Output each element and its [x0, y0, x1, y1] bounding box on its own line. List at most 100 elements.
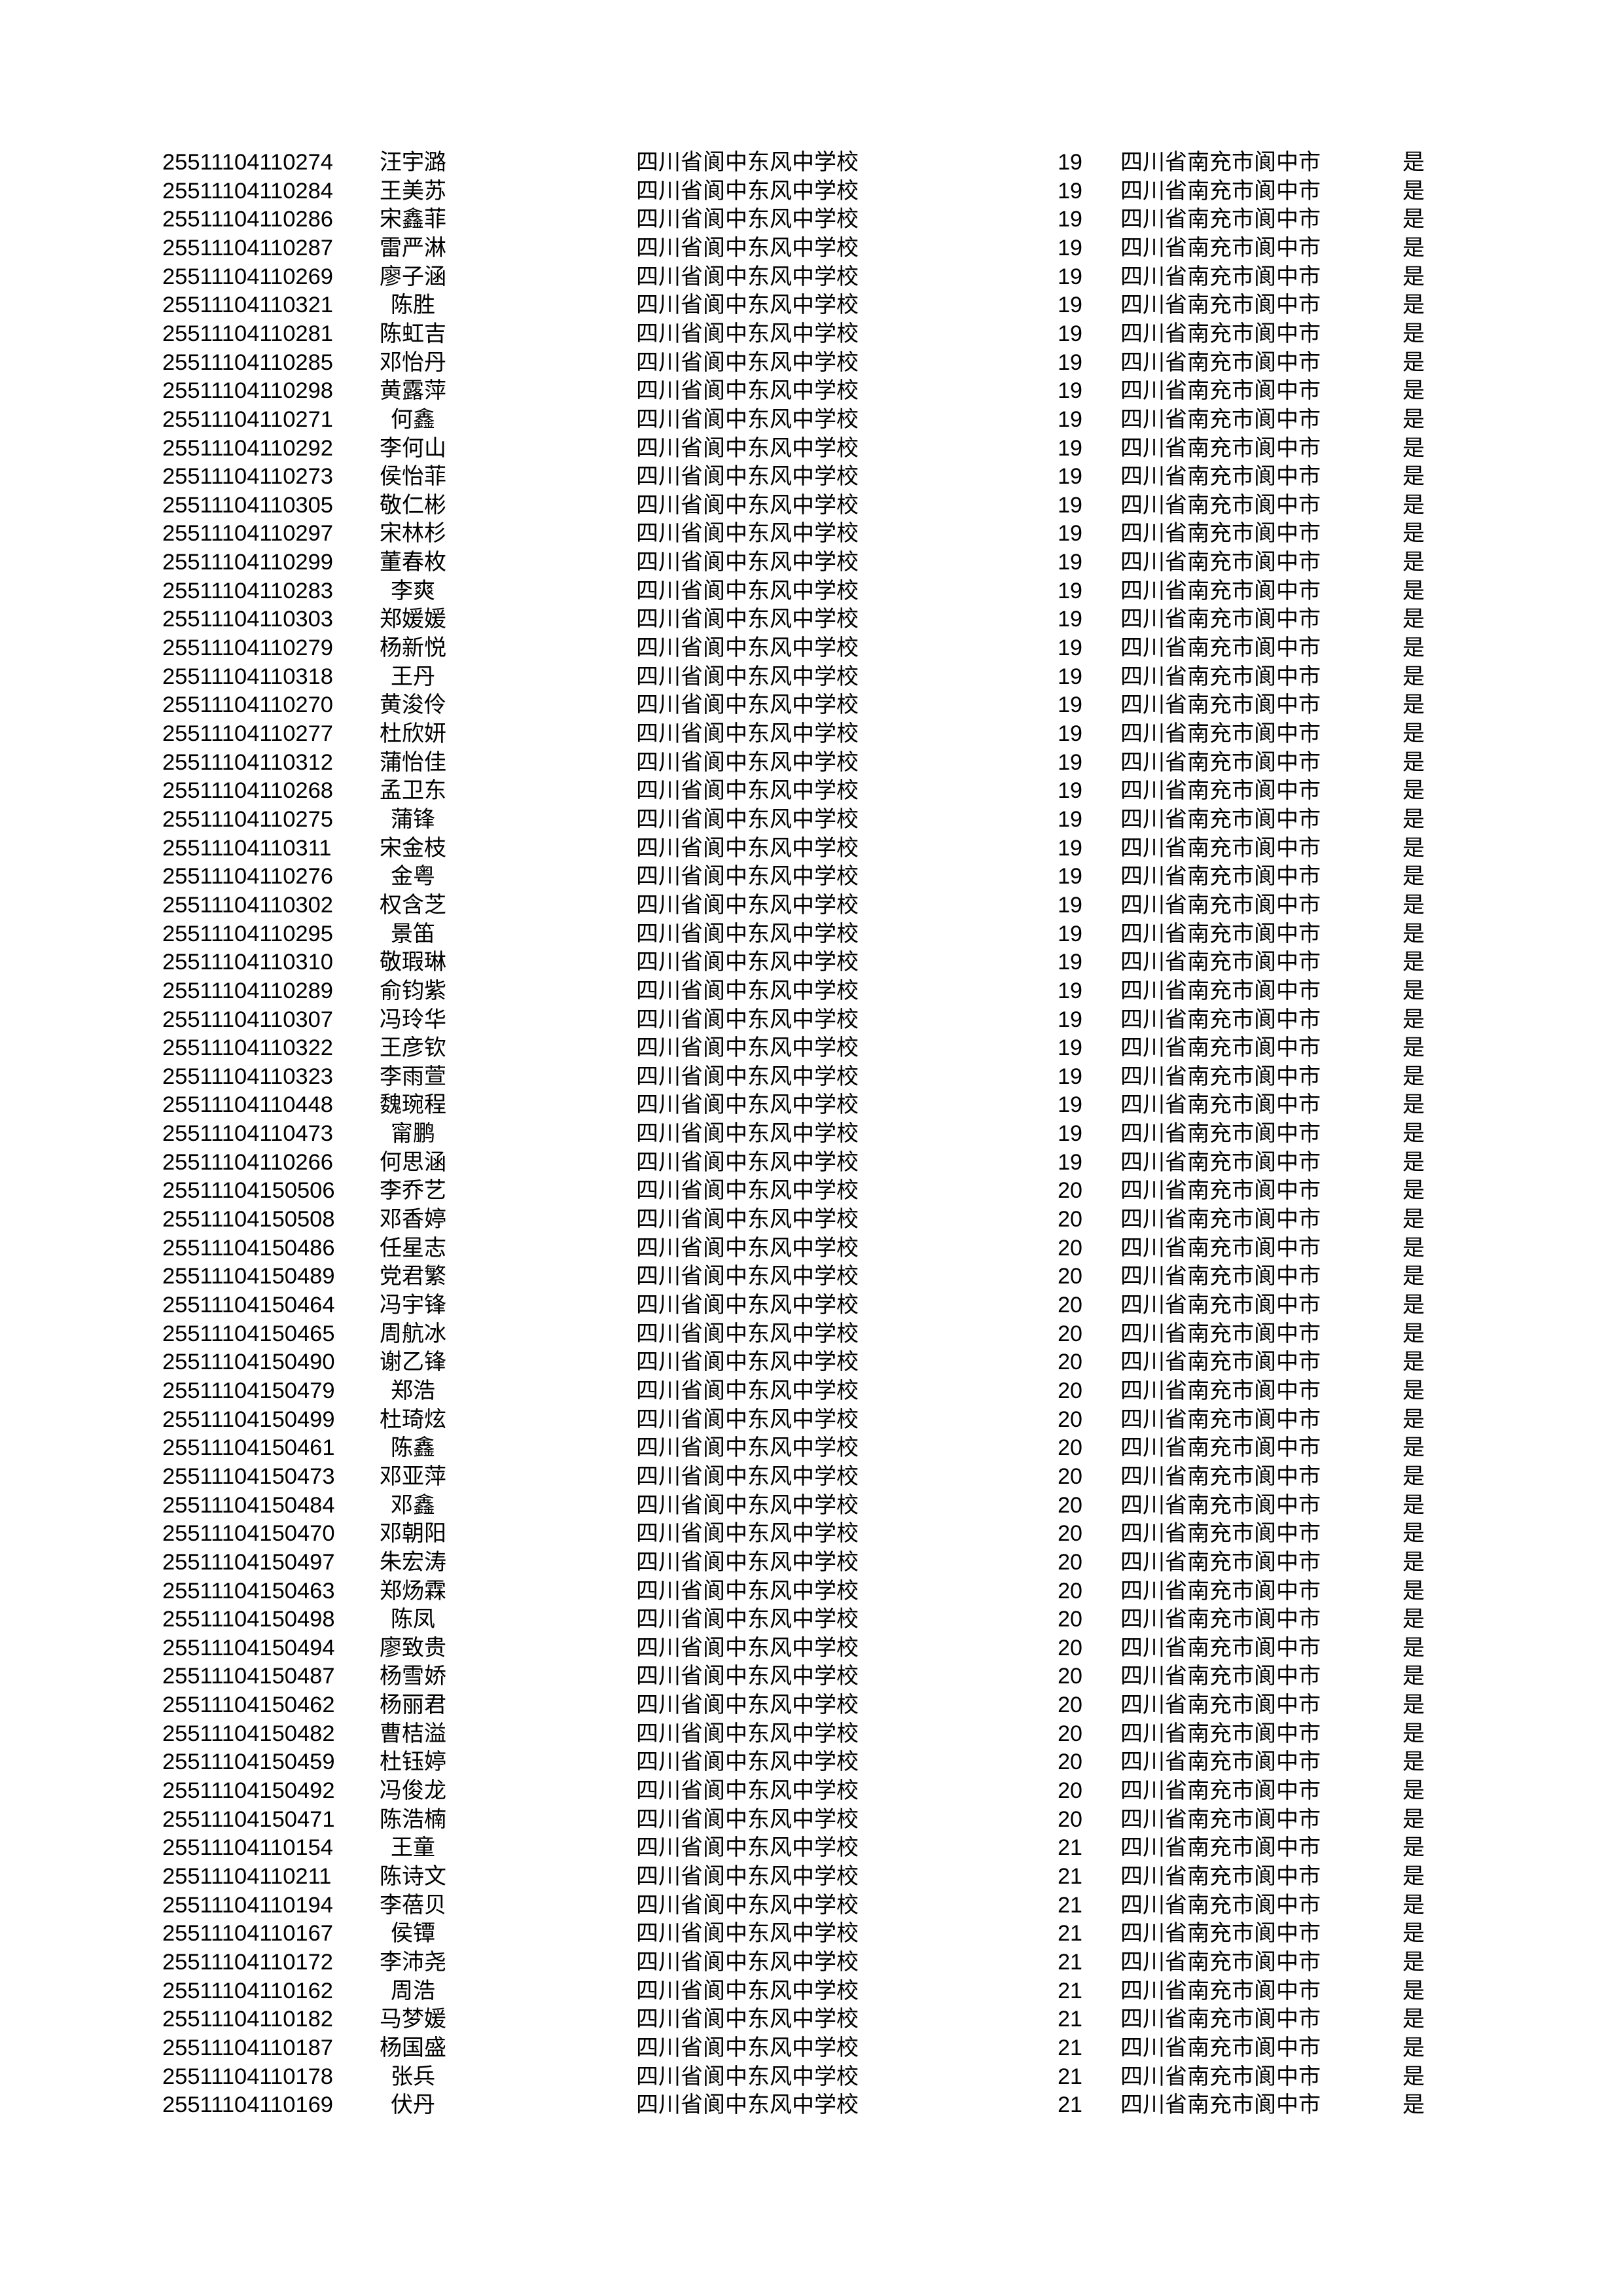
table-row: 25511104110287 雷严淋 四川省阆中东风中学校 19 四川省南充市阆中市 是 — [0, 234, 1623, 262]
school-cell: 四川省阆中东风中学校 — [636, 1234, 859, 1261]
table-row: 25511104110162 周浩 四川省阆中东风中学校 21 四川省南充市阆中市 是 — [0, 1977, 1623, 2005]
eligibility-flag-cell: 是 — [1402, 663, 1425, 690]
student-id-cell: 25511104150490 — [162, 1350, 335, 1375]
region-cell: 四川省南充市阆中市 — [1120, 320, 1321, 347]
table-row: 25511104110271 何鑫 四川省阆中东风中学校 19 四川省南充市阆中市 是 — [0, 405, 1623, 434]
student-name-cell: 陈诗文 — [380, 1863, 446, 1890]
table-row: 25511104110312 蒲怡佳 四川省阆中东风中学校 19 四川省南充市阆中市 是 — [0, 748, 1623, 777]
grade-cell: 20 — [1058, 1578, 1082, 1604]
student-id-cell: 25511104150497 — [162, 1549, 335, 1575]
eligibility-flag-cell: 是 — [1402, 549, 1425, 576]
grade-cell: 19 — [1058, 150, 1082, 175]
grade-cell: 19 — [1058, 178, 1082, 204]
school-cell: 四川省阆中东风中学校 — [636, 1948, 859, 1975]
region-cell: 四川省南充市阆中市 — [1120, 1377, 1321, 1404]
grade-cell: 20 — [1058, 1207, 1082, 1232]
student-id-cell: 25511104150465 — [162, 1321, 335, 1346]
school-cell: 四川省阆中东风中学校 — [636, 1863, 859, 1890]
student-name-cell: 张兵 — [391, 2063, 435, 2090]
grade-cell: 19 — [1058, 664, 1082, 689]
table-row: 25511104110277 杜欣妍 四川省阆中东风中学校 19 四川省南充市阆中市 是 — [0, 719, 1623, 748]
table-row: 25511104150508 邓香婷 四川省阆中东风中学校 20 四川省南充市阆中市 是 — [0, 1205, 1623, 1234]
eligibility-flag-cell: 是 — [1402, 1320, 1425, 1347]
school-cell: 四川省阆中东风中学校 — [636, 1063, 859, 1090]
student-name-cell: 郑媛媛 — [380, 606, 446, 633]
grade-cell: 19 — [1058, 607, 1082, 632]
table-row: 25511104110169 伏丹 四川省阆中东风中学校 21 四川省南充市阆中市 是 — [0, 2090, 1623, 2119]
eligibility-flag-cell: 是 — [1402, 1206, 1425, 1233]
region-cell: 四川省南充市阆中市 — [1120, 577, 1321, 604]
table-row: 25511104150494 廖致贵 四川省阆中东风中学校 20 四川省南充市阆中市 是 — [0, 1634, 1623, 1662]
grade-cell: 20 — [1058, 1664, 1082, 1689]
table-row: 25511104110178 张兵 四川省阆中东风中学校 21 四川省南充市阆中市 是 — [0, 2062, 1623, 2091]
grade-cell: 20 — [1058, 1350, 1082, 1375]
table-row: 25511104110323 李雨萱 四川省阆中东风中学校 19 四川省南充市阆中市 是 — [0, 1062, 1623, 1091]
table-row: 25511104110187 杨国盛 四川省阆中东风中学校 21 四川省南充市阆中市 是 — [0, 2034, 1623, 2062]
student-id-cell: 25511104110268 — [162, 778, 333, 804]
eligibility-flag-cell: 是 — [1402, 177, 1425, 204]
student-id-cell: 25511104110276 — [162, 864, 333, 889]
school-cell: 四川省阆中东风中学校 — [636, 1806, 859, 1833]
eligibility-flag-cell: 是 — [1402, 834, 1425, 861]
school-cell: 四川省阆中东风中学校 — [636, 1920, 859, 1947]
region-cell: 四川省南充市阆中市 — [1120, 1149, 1321, 1175]
school-cell: 四川省阆中东风中学校 — [636, 663, 859, 690]
student-id-cell: 25511104110323 — [162, 1064, 333, 1089]
grade-cell: 20 — [1058, 1693, 1082, 1718]
eligibility-flag-cell: 是 — [1402, 1892, 1425, 1918]
grade-cell: 21 — [1058, 2035, 1082, 2060]
table-row: 25511104110269 廖子涵 四川省阆中东风中学校 19 四川省南充市阆中市 是 — [0, 262, 1623, 291]
school-cell: 四川省阆中东风中学校 — [636, 549, 859, 576]
eligibility-flag-cell: 是 — [1402, 1263, 1425, 1290]
student-name-cell: 邓鑫 — [391, 1492, 435, 1518]
student-id-cell: 25511104110473 — [162, 1121, 333, 1147]
student-name-cell: 杜琦炫 — [380, 1406, 446, 1433]
region-cell: 四川省南充市阆中市 — [1120, 1177, 1321, 1204]
eligibility-flag-cell: 是 — [1402, 1006, 1425, 1033]
grade-cell: 19 — [1058, 806, 1082, 832]
student-id-cell: 25511104150479 — [162, 1378, 335, 1403]
region-cell: 四川省南充市阆中市 — [1120, 920, 1321, 947]
region-cell: 四川省南充市阆中市 — [1120, 1292, 1321, 1318]
school-cell: 四川省阆中东风中学校 — [636, 920, 859, 947]
eligibility-flag-cell: 是 — [1402, 1435, 1425, 1462]
eligibility-flag-cell: 是 — [1402, 1520, 1425, 1547]
student-id-cell: 25511104110321 — [162, 293, 333, 318]
grade-cell: 19 — [1058, 1007, 1082, 1032]
region-cell: 四川省南充市阆中市 — [1120, 1349, 1321, 1376]
grade-cell: 19 — [1058, 1064, 1082, 1089]
grade-cell: 19 — [1058, 721, 1082, 746]
region-cell: 四川省南充市阆中市 — [1120, 2006, 1321, 2033]
region-cell: 四川省南充市阆中市 — [1120, 1206, 1321, 1233]
school-cell: 四川省阆中东风中学校 — [636, 177, 859, 204]
table-row: 25511104150465 周航冰 四川省阆中东风中学校 20 四川省南充市阆中市 是 — [0, 1319, 1623, 1348]
school-cell: 四川省阆中东风中学校 — [636, 1349, 859, 1376]
student-id-cell: 25511104150464 — [162, 1293, 335, 1318]
table-row: 25511104110321 陈胜 四川省阆中东风中学校 19 四川省南充市阆中市 是 — [0, 291, 1623, 319]
table-row: 25511104110268 孟卫东 四川省阆中东风中学校 19 四川省南充市阆中市 是 — [0, 776, 1623, 805]
grade-cell: 19 — [1058, 207, 1082, 232]
table-row: 25511104110273 侯怡菲 四川省阆中东风中学校 19 四川省南充市阆中市 是 — [0, 462, 1623, 491]
school-cell: 四川省阆中东风中学校 — [636, 834, 859, 861]
student-name-cell: 权含芝 — [380, 891, 446, 918]
student-name-cell: 王童 — [391, 1835, 435, 1861]
table-row: 25511104150461 陈鑫 四川省阆中东风中学校 20 四川省南充市阆中市 是 — [0, 1433, 1623, 1462]
grade-cell: 20 — [1058, 1235, 1082, 1261]
school-cell: 四川省阆中东风中学校 — [636, 778, 859, 804]
eligibility-flag-cell: 是 — [1402, 1406, 1425, 1433]
student-name-cell: 邓亚萍 — [380, 1463, 446, 1490]
eligibility-flag-cell: 是 — [1402, 949, 1425, 976]
table-row: 25511104110299 董春枚 四川省阆中东风中学校 19 四川省南充市阆中市 是 — [0, 548, 1623, 577]
table-row: 25511104110448 魏琬程 四川省阆中东风中学校 19 四川省南充市阆中市 是 — [0, 1090, 1623, 1119]
school-cell: 四川省阆中东风中学校 — [636, 635, 859, 662]
school-cell: 四川省阆中东风中学校 — [636, 1206, 859, 1233]
grade-cell: 19 — [1058, 1035, 1082, 1061]
school-cell: 四川省阆中东风中学校 — [636, 806, 859, 833]
region-cell: 四川省南充市阆中市 — [1120, 1948, 1321, 1975]
grade-cell: 19 — [1058, 835, 1082, 861]
student-id-cell: 25511104110271 — [162, 406, 333, 432]
table-row: 25511104110473 甯鹏 四川省阆中东风中学校 19 四川省南充市阆中市 是 — [0, 1119, 1623, 1148]
eligibility-flag-cell: 是 — [1402, 1835, 1425, 1861]
student-name-cell: 邓怡丹 — [380, 349, 446, 376]
eligibility-flag-cell: 是 — [1402, 1749, 1425, 1776]
